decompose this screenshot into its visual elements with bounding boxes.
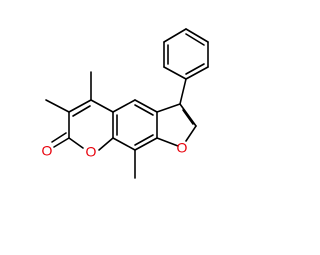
- atom-label: O: [42, 143, 53, 159]
- bonds: [45, 28, 209, 179]
- atom-label: O: [86, 144, 97, 160]
- atom-label: O: [177, 140, 188, 156]
- molecule-diagram: O O O: [42, 28, 209, 179]
